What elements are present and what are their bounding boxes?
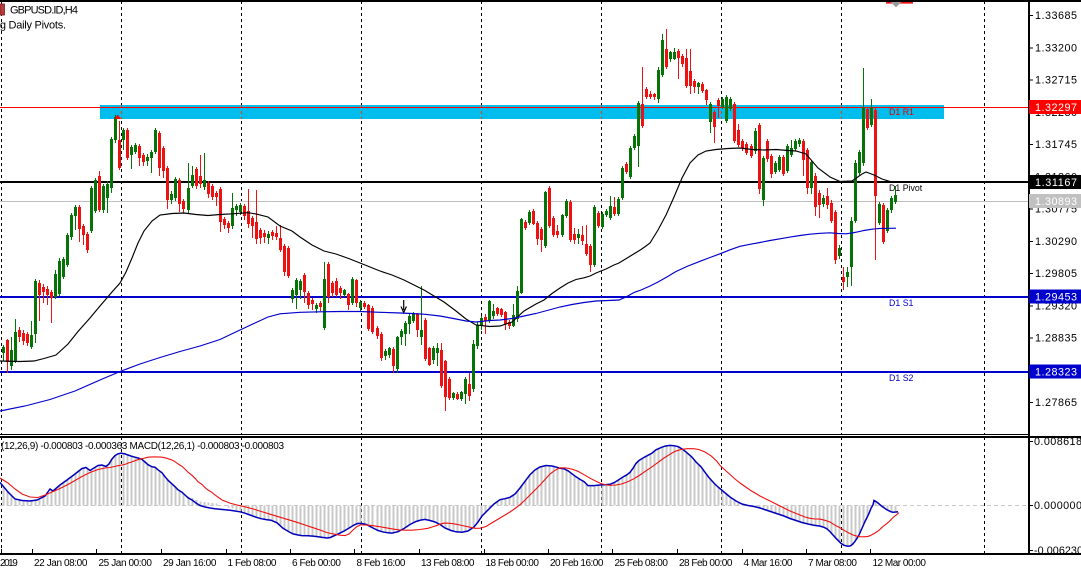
svg-text:29 Jan 16:00: 29 Jan 16:00 [163,558,217,569]
svg-text:1.29453: 1.29453 [1035,292,1077,304]
svg-text:1.28835: 1.28835 [1035,333,1077,345]
svg-text:6 Feb 00:00: 6 Feb 00:00 [292,558,341,569]
svg-text:GBPUSD.ID,H4: GBPUSD.ID,H4 [10,5,78,17]
svg-text:(12,26,9) -0.000803 -0.000363: (12,26,9) -0.000803 -0.000363 MACD(12,26… [1,441,284,452]
svg-text:22 Jan 08:00: 22 Jan 08:00 [34,558,88,569]
svg-text:1.32715: 1.32715 [1035,75,1077,87]
svg-text:0.008618: 0.008618 [1034,436,1081,448]
svg-text:28 Feb 00:00: 28 Feb 00:00 [679,558,733,569]
svg-text:0.000000: 0.000000 [1034,500,1081,512]
svg-text:1.33200: 1.33200 [1035,42,1077,54]
svg-text:-0.006230: -0.006230 [1034,545,1081,557]
svg-text:D1 S1: D1 S1 [889,298,914,308]
svg-text:8 Feb 16:00: 8 Feb 16:00 [357,558,406,569]
svg-text:1.33685: 1.33685 [1035,10,1077,22]
svg-text:1 Feb 08:00: 1 Feb 08:00 [228,558,277,569]
svg-text:1.29805: 1.29805 [1035,268,1077,280]
svg-text:ng Daily Pivots.: ng Daily Pivots. [0,20,66,32]
svg-text:12 Mar 00:00: 12 Mar 00:00 [873,558,927,569]
svg-text:1.27865: 1.27865 [1035,397,1077,409]
svg-text:18 Feb 00:00: 18 Feb 00:00 [486,558,540,569]
svg-text:1.30893: 1.30893 [1035,196,1077,208]
svg-text:1.31745: 1.31745 [1035,139,1077,151]
svg-text:1.28323: 1.28323 [1035,367,1077,379]
svg-text:D1 Pivot: D1 Pivot [889,183,923,193]
svg-text:D1 R1: D1 R1 [889,107,914,117]
svg-text:4 Mar 16:00: 4 Mar 16:00 [744,558,793,569]
svg-text:1.31167: 1.31167 [1035,177,1077,189]
svg-text:13 Feb 08:00: 13 Feb 08:00 [421,558,475,569]
svg-text:1.32297: 1.32297 [1035,102,1077,114]
svg-text:20 Feb 16:00: 20 Feb 16:00 [550,558,604,569]
svg-text:1.30290: 1.30290 [1035,236,1077,248]
svg-text:25 Jan 00:00: 25 Jan 00:00 [99,558,153,569]
svg-text:2019: 2019 [0,558,18,569]
svg-text:D1 S2: D1 S2 [889,373,914,383]
svg-text:7 Mar 08:00: 7 Mar 08:00 [808,558,857,569]
svg-text:25 Feb 08:00: 25 Feb 08:00 [615,558,669,569]
